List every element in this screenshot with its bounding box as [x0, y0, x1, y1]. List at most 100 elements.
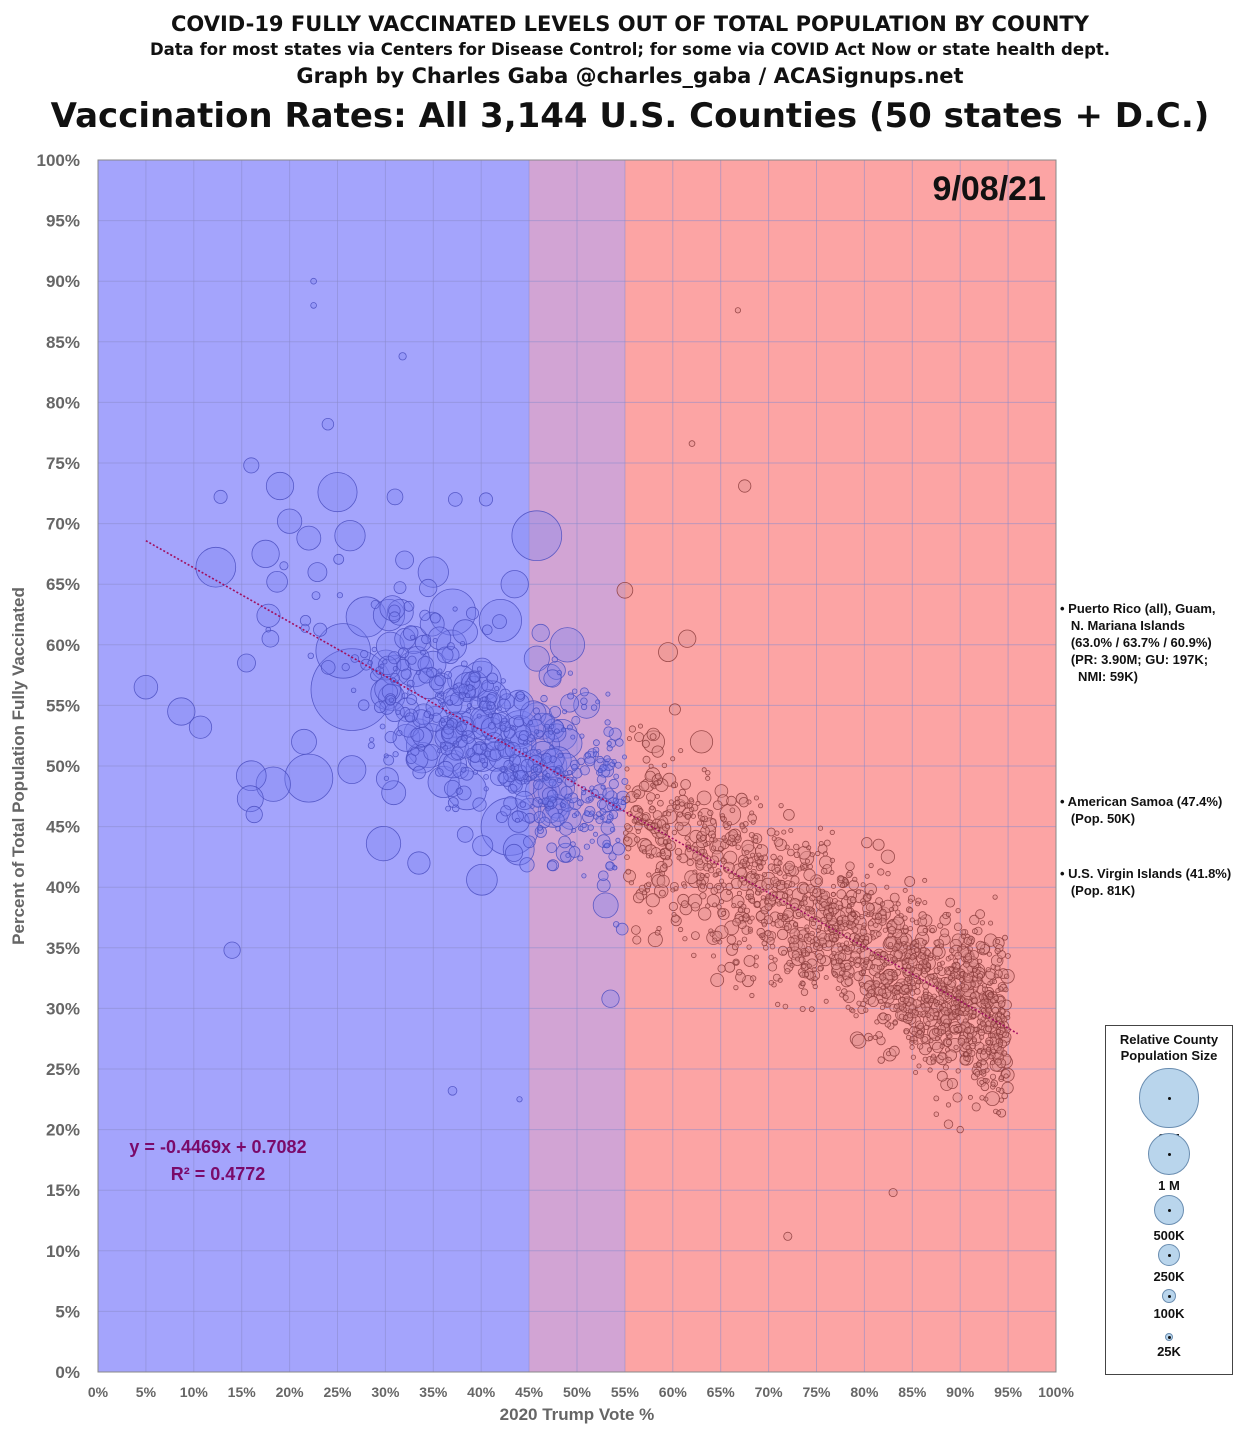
- county-point: [861, 837, 873, 849]
- county-point: [788, 881, 796, 888]
- county-point: [800, 948, 807, 954]
- county-point: [452, 740, 460, 747]
- county-point: [889, 892, 900, 903]
- county-point: [994, 1058, 1002, 1066]
- county-point: [909, 1036, 915, 1042]
- county-point: [767, 962, 778, 972]
- county-point: [931, 945, 946, 960]
- county-point: [583, 810, 590, 817]
- county-point: [567, 692, 575, 700]
- county-point: [625, 845, 632, 852]
- county-point: [951, 962, 957, 968]
- county-point: [436, 693, 442, 699]
- county-point: [561, 803, 567, 809]
- county-point: [577, 757, 585, 766]
- legend-circle: [1153, 1194, 1185, 1226]
- county-point: [948, 954, 954, 960]
- county-point: [513, 716, 525, 728]
- county-point: [739, 822, 745, 828]
- county-point: [804, 927, 810, 933]
- county-point: [776, 901, 782, 907]
- county-point: [875, 931, 882, 937]
- county-point: [659, 870, 665, 877]
- county-point: [775, 1001, 781, 1008]
- county-point: [714, 784, 729, 798]
- county-point: [237, 653, 256, 673]
- county-point: [894, 989, 900, 996]
- county-point: [680, 779, 691, 790]
- county-point: [895, 909, 901, 915]
- county-point: [674, 799, 681, 806]
- county-point: [658, 642, 678, 662]
- county-point: [867, 920, 874, 927]
- county-point: [733, 984, 739, 991]
- county-point: [953, 1027, 960, 1033]
- legend-dot: [1167, 1253, 1171, 1257]
- county-point: [562, 709, 568, 715]
- county-point: [915, 979, 921, 985]
- county-point: [774, 830, 780, 836]
- county-point: [625, 784, 631, 790]
- county-point: [836, 889, 847, 900]
- county-point: [499, 688, 511, 700]
- county-point: [467, 742, 497, 772]
- county-point: [894, 993, 901, 1001]
- county-point: [670, 887, 676, 893]
- county-point: [284, 753, 334, 803]
- territory-note-virgin-islands: • U.S. Virgin Islands (41.8%) (Pop. 81K): [1060, 866, 1232, 898]
- county-point: [396, 729, 403, 737]
- county-point: [850, 1008, 856, 1014]
- county-point: [1005, 1015, 1011, 1021]
- county-point: [472, 797, 487, 812]
- county-point: [580, 703, 588, 711]
- county-point: [889, 907, 895, 913]
- county-point: [968, 935, 974, 941]
- county-point: [579, 765, 590, 776]
- county-point: [593, 831, 599, 837]
- county-point: [737, 907, 744, 913]
- county-point: [460, 766, 467, 773]
- x-tick-label: 85%: [898, 1384, 927, 1400]
- x-tick-label: 100%: [1038, 1384, 1074, 1400]
- y-tick-label: 85%: [46, 333, 80, 352]
- county-point: [822, 864, 833, 874]
- county-point: [830, 902, 837, 909]
- county-point: [958, 976, 964, 982]
- county-point: [917, 1022, 925, 1030]
- county-point: [671, 912, 677, 918]
- county-point: [728, 829, 738, 839]
- county-point: [612, 865, 618, 871]
- county-point: [567, 670, 574, 676]
- county-point: [638, 723, 644, 729]
- county-point: [710, 887, 719, 895]
- county-point: [822, 943, 828, 949]
- county-point: [964, 1026, 971, 1034]
- county-point: [711, 953, 717, 959]
- county-point: [375, 631, 405, 661]
- county-point: [715, 884, 722, 891]
- county-point: [1001, 1092, 1008, 1100]
- county-point: [587, 824, 594, 831]
- county-point: [953, 967, 959, 973]
- county-point: [500, 766, 508, 773]
- y-tick-label: 25%: [46, 1060, 80, 1079]
- county-point: [909, 954, 916, 961]
- county-point: [862, 997, 868, 1003]
- county-point: [806, 963, 812, 969]
- county-point: [783, 883, 790, 889]
- county-point: [987, 1032, 994, 1039]
- y-tick-label: 40%: [46, 878, 80, 897]
- county-point: [721, 910, 727, 916]
- county-point: [963, 936, 973, 946]
- y-tick-label: 5%: [55, 1302, 80, 1321]
- county-point: [820, 867, 828, 875]
- county-point: [983, 1096, 989, 1102]
- county-point: [747, 926, 753, 932]
- county-point: [939, 960, 945, 966]
- county-point: [820, 901, 828, 909]
- territory-note-american-samoa: • American Samoa (47.4%) (Pop. 50K): [1060, 794, 1223, 826]
- county-point: [461, 730, 476, 744]
- county-point: [887, 971, 893, 977]
- county-point: [317, 472, 358, 513]
- county-point: [799, 1006, 806, 1013]
